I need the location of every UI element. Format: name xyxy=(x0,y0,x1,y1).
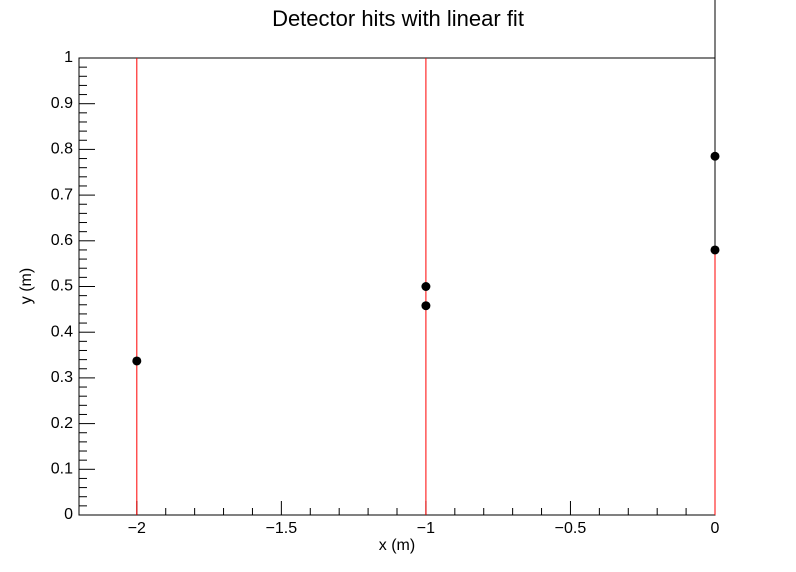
y-tick-label: 0.3 xyxy=(51,369,73,386)
x-tick-label: −0.5 xyxy=(555,520,587,537)
y-tick-label: 0.2 xyxy=(51,415,73,432)
x-tick-label: 0 xyxy=(711,520,720,537)
y-tick-label: 0.1 xyxy=(51,461,73,478)
y-tick-label: 0.8 xyxy=(51,141,73,158)
x-tick-label: −1 xyxy=(417,520,435,537)
data-point xyxy=(710,151,720,161)
data-point xyxy=(132,356,142,366)
y-tick-label: 0.7 xyxy=(51,186,73,203)
x-tick-label: −2 xyxy=(128,520,146,537)
y-tick-label: 0 xyxy=(64,506,73,523)
y-tick-label: 0.6 xyxy=(51,232,73,249)
data-point xyxy=(421,282,431,291)
data-point xyxy=(421,301,431,311)
data-point xyxy=(710,245,720,255)
y-tick-label: 0.4 xyxy=(51,323,73,340)
y-axis-label: y (m) xyxy=(18,268,35,304)
x-axis-label: x (m) xyxy=(379,537,415,554)
x-tick-label: −1.5 xyxy=(266,520,298,537)
y-tick-label: 1 xyxy=(64,49,73,66)
y-tick-label: 0.5 xyxy=(51,278,73,295)
y-tick-label: 0.9 xyxy=(51,95,73,112)
chart-title: Detector hits with linear fit xyxy=(272,6,524,31)
